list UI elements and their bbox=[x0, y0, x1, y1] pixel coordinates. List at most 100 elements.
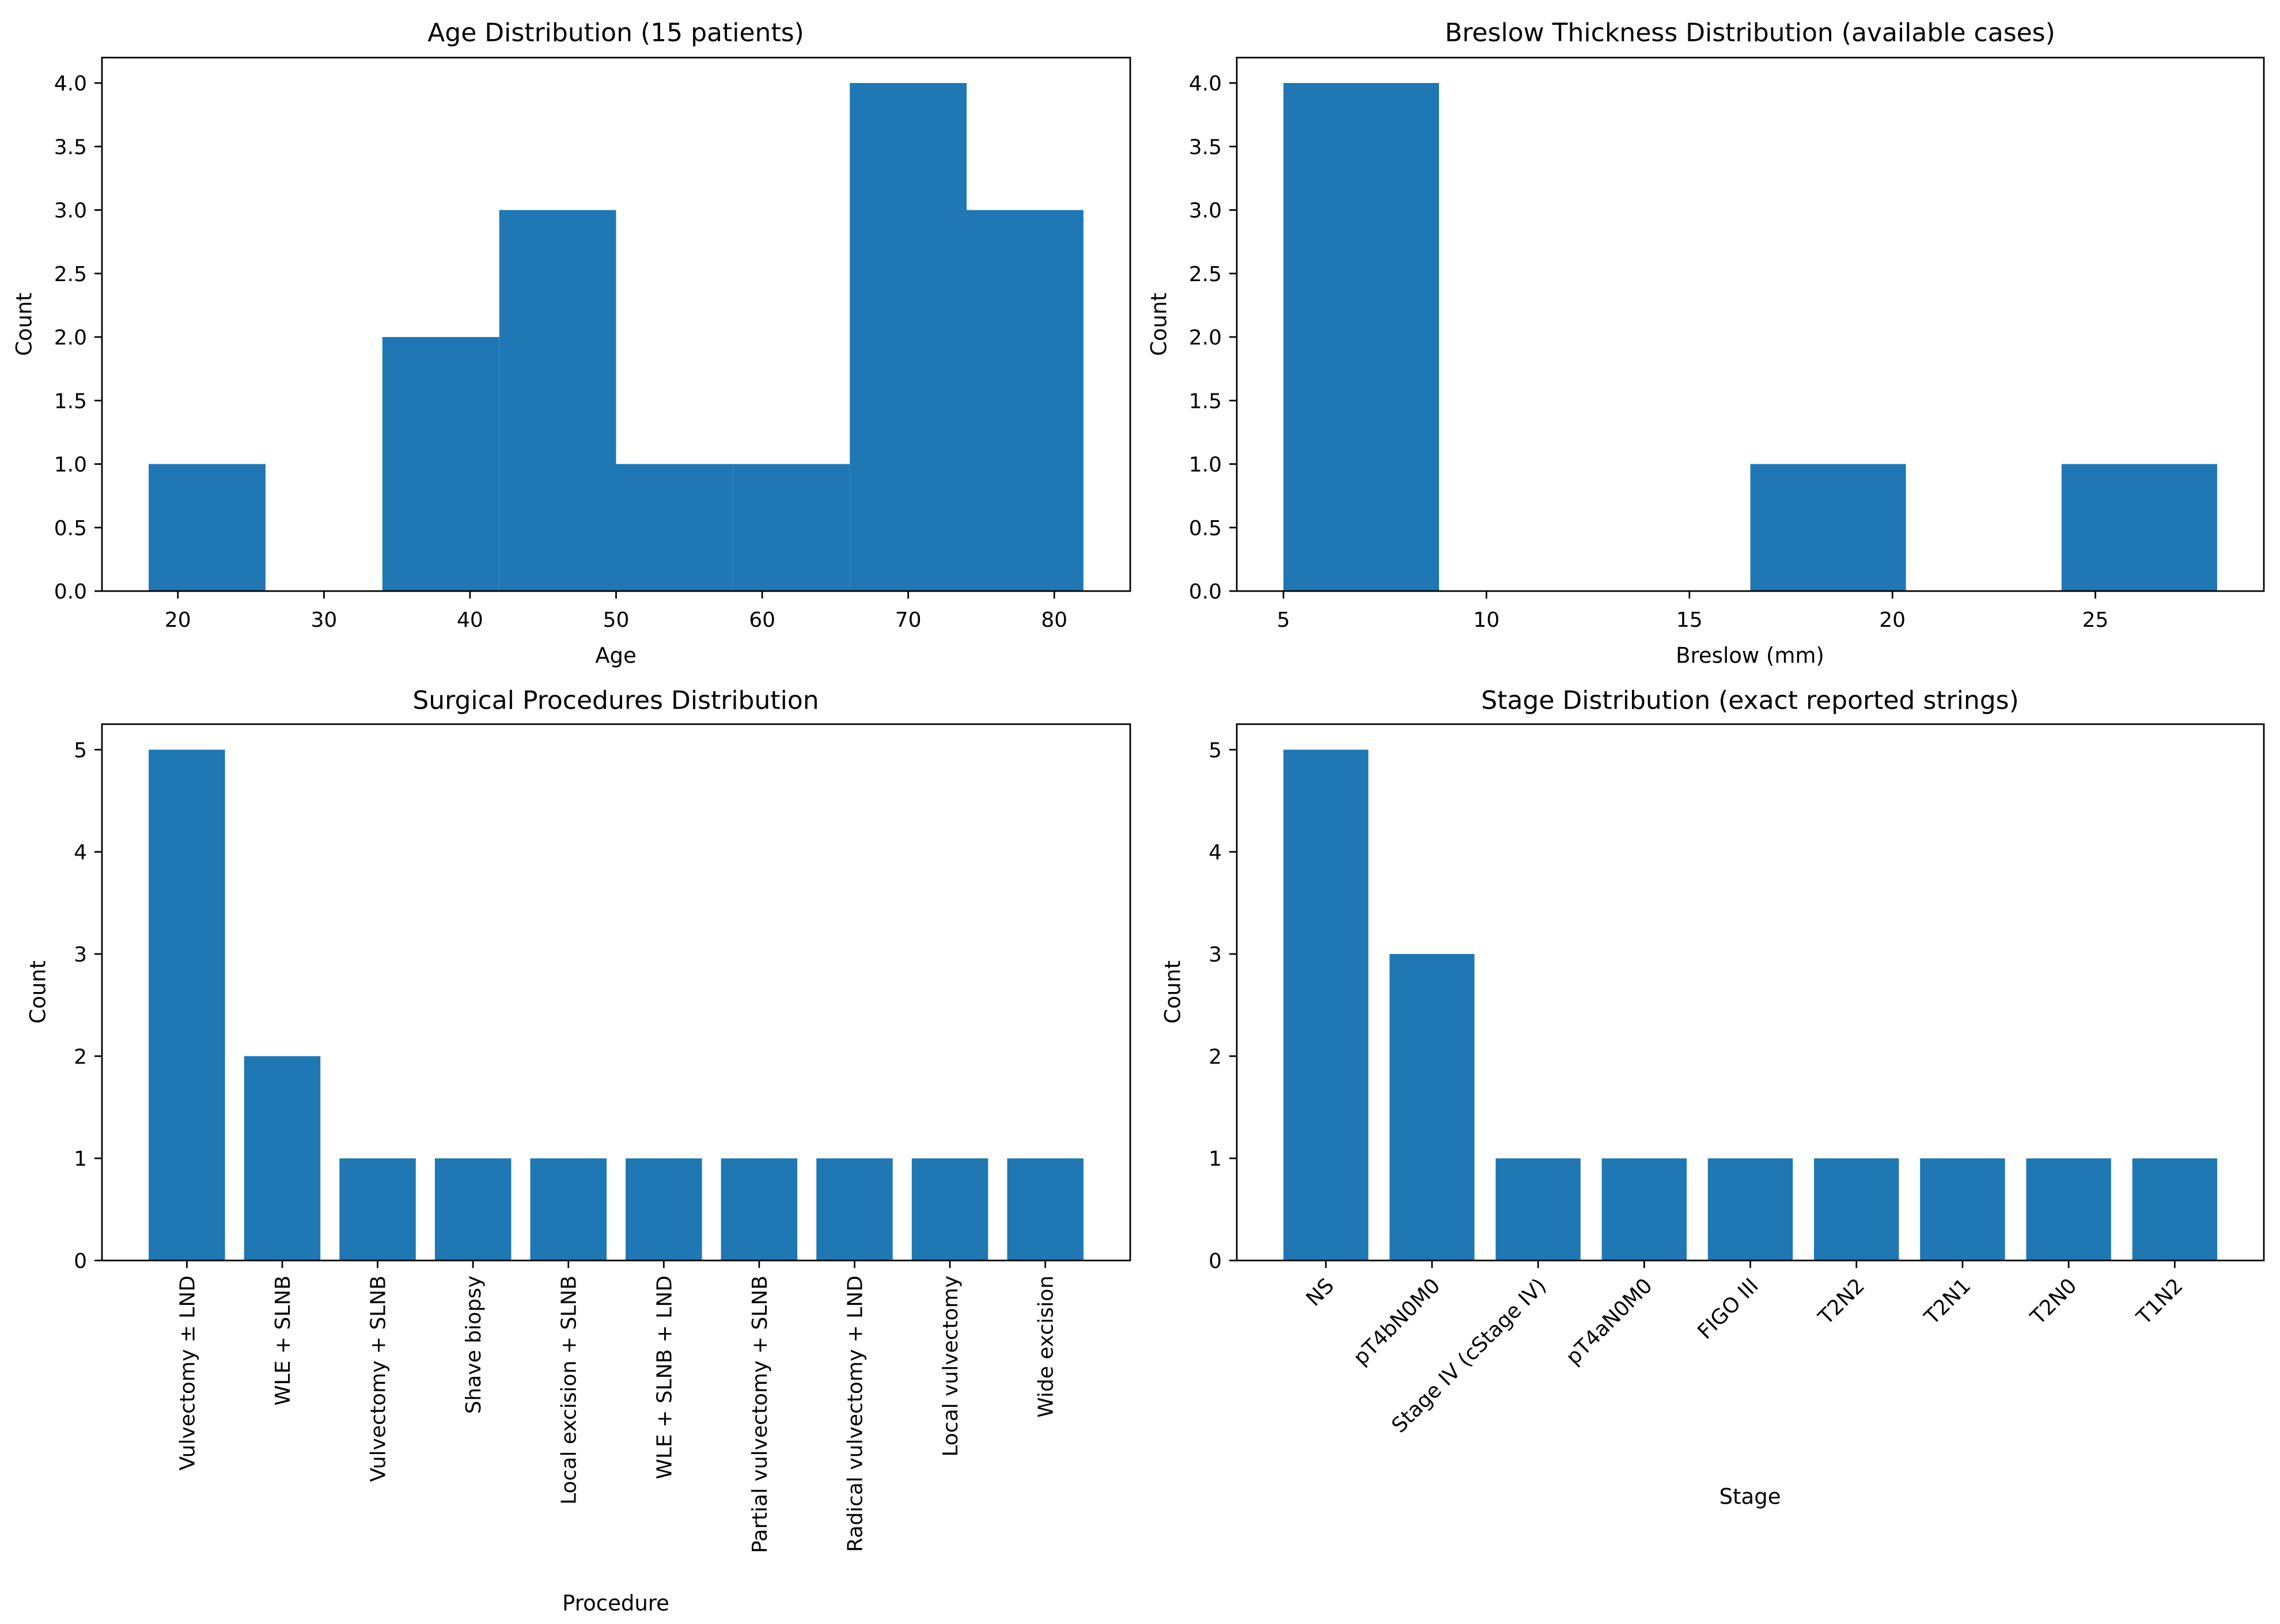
y-tick-label: 2 bbox=[74, 1045, 87, 1069]
x-tick-label: Local vulvectomy bbox=[939, 1275, 963, 1457]
x-tick-label: 20 bbox=[1879, 608, 1906, 632]
y-tick-label: 0.5 bbox=[54, 517, 87, 540]
y-tick-label: 2.0 bbox=[1189, 326, 1222, 350]
breslow-ylabel: Count bbox=[1146, 293, 1172, 356]
breslow-distribution-spines bbox=[1236, 56, 2265, 592]
y-tick-label: 1 bbox=[1209, 1148, 1222, 1171]
x-tick-label: 30 bbox=[310, 608, 337, 632]
procedures-chart-title: Surgical Procedures Distribution bbox=[412, 686, 819, 716]
x-tick-label: Wide excision bbox=[1035, 1275, 1058, 1418]
y-tick-label: 3.5 bbox=[54, 135, 87, 159]
stage-distribution-bar bbox=[1920, 1158, 2005, 1260]
y-tick-label: 0 bbox=[1209, 1250, 1222, 1273]
x-tick-label: 40 bbox=[457, 608, 483, 632]
y-tick-label: 2 bbox=[1209, 1045, 1222, 1069]
procedures-distribution-bar bbox=[149, 749, 225, 1260]
y-tick-label: 2.0 bbox=[54, 326, 87, 350]
y-tick-label: 4 bbox=[74, 841, 87, 865]
y-tick-label: 0.0 bbox=[54, 580, 87, 604]
age-distribution-bar bbox=[149, 464, 266, 591]
y-tick-label: 5 bbox=[74, 739, 87, 762]
procedures-distribution-bar bbox=[911, 1158, 988, 1260]
procedures-distribution-bar bbox=[1007, 1158, 1084, 1260]
stage-distribution-bar bbox=[1495, 1158, 1581, 1260]
stage-distribution-bar bbox=[1389, 954, 1475, 1260]
stage-distribution-bar bbox=[2026, 1158, 2111, 1260]
y-tick-label: 4 bbox=[1209, 841, 1222, 865]
age-distribution-bar bbox=[499, 210, 616, 592]
x-tick-label: 70 bbox=[895, 608, 922, 632]
procedures-distribution-bar bbox=[530, 1158, 607, 1260]
age-distribution-bar bbox=[967, 210, 1084, 592]
procedures-distribution-spines bbox=[101, 723, 1131, 1262]
stage-distribution-bar bbox=[1601, 1158, 1687, 1260]
age-distribution-bar bbox=[733, 464, 850, 591]
x-tick-label: Radical vulvectomy + LND bbox=[844, 1275, 868, 1552]
y-tick-label: 0 bbox=[74, 1250, 87, 1273]
y-tick-label: 0.5 bbox=[1189, 517, 1222, 540]
x-tick-label: WLE + SLNB + LND bbox=[653, 1275, 676, 1479]
x-tick-label: 15 bbox=[1676, 608, 1703, 632]
x-tick-label: 25 bbox=[2082, 608, 2109, 632]
procedures-bar-plot: 0 1 2 3 4 5 Vulvectomy ± LND WLE + SLNB Vulvecto… bbox=[74, 723, 1131, 1553]
y-tick-label: 1 bbox=[74, 1148, 87, 1171]
y-tick-label: 3.5 bbox=[1189, 135, 1222, 159]
procedures-distribution-bar bbox=[721, 1158, 798, 1260]
stage-chart-title: Stage Distribution (exact reported strin… bbox=[1481, 686, 2019, 716]
y-tick-label: 0.0 bbox=[1189, 580, 1222, 604]
breslow-xlabel: Breslow (mm) bbox=[1676, 643, 1824, 668]
age-ylabel: Count bbox=[12, 293, 37, 356]
x-tick-label: 80 bbox=[1041, 608, 1067, 632]
y-tick-label: 3 bbox=[74, 943, 87, 967]
stage-distribution-bar bbox=[2132, 1158, 2217, 1260]
age-xlabel: Age bbox=[595, 643, 637, 668]
x-tick-label: WLE + SLNB bbox=[271, 1275, 295, 1406]
procedures-distribution-bar bbox=[816, 1158, 893, 1260]
y-tick-label: 4.0 bbox=[54, 72, 87, 96]
stage-distribution-bar bbox=[1707, 1158, 1793, 1260]
stage-distribution-bar bbox=[1283, 749, 1369, 1260]
age-distribution-bar bbox=[382, 337, 499, 591]
stage-ylabel: Count bbox=[1160, 960, 1186, 1024]
x-tick-label: Partial vulvectomy + SLNB bbox=[748, 1275, 772, 1553]
procedures-ylabel: Count bbox=[25, 960, 51, 1024]
x-tick-label: pT4aN0M0 bbox=[1562, 1274, 1657, 1369]
stage-xlabel: Stage bbox=[1719, 1484, 1781, 1509]
y-tick-label: 4.0 bbox=[1189, 72, 1222, 96]
y-tick-label: 1.5 bbox=[54, 389, 87, 413]
x-tick-label: T2N2 bbox=[1813, 1274, 1869, 1330]
age-histogram-plot: 0.0 0.5 1.0 1.5 2.0 2.5 3.0 3.5 4.0 20 30 40 50 60 70 8… bbox=[54, 56, 1131, 632]
y-tick-label: 5 bbox=[1209, 739, 1222, 762]
x-tick-label: Vulvectomy + SLNB bbox=[367, 1275, 391, 1482]
age-distribution-bar bbox=[850, 83, 967, 592]
y-tick-label: 2.5 bbox=[1189, 263, 1222, 286]
breslow-distribution-bar bbox=[1750, 464, 1906, 591]
x-tick-label: 50 bbox=[603, 608, 630, 632]
x-tick-label: FIGO III bbox=[1693, 1274, 1763, 1344]
procedures-distribution-bar bbox=[626, 1158, 702, 1260]
y-tick-label: 1.0 bbox=[54, 453, 87, 477]
x-tick-label: 5 bbox=[1277, 608, 1290, 632]
stage-distribution-bar bbox=[1814, 1158, 1899, 1260]
age-distribution-bar bbox=[616, 464, 733, 591]
procedures-xlabel: Procedure bbox=[562, 1591, 669, 1616]
breslow-distribution-bar bbox=[2061, 464, 2217, 591]
x-tick-label: pT4bN0M0 bbox=[1349, 1274, 1445, 1369]
x-tick-label: T1N2 bbox=[2132, 1274, 2188, 1330]
procedures-distribution-bar bbox=[339, 1158, 416, 1260]
procedures-distribution-bar bbox=[434, 1158, 512, 1260]
x-tick-label: 20 bbox=[165, 608, 191, 632]
breslow-chart-title: Breslow Thickness Distribution (availabl… bbox=[1445, 18, 2055, 48]
y-tick-label: 1.5 bbox=[1189, 389, 1222, 413]
x-tick-label: Vulvectomy ± LND bbox=[176, 1275, 199, 1471]
x-tick-label: T2N1 bbox=[1920, 1274, 1976, 1330]
breslow-distribution-bar bbox=[1283, 83, 1440, 592]
x-tick-label: 10 bbox=[1473, 608, 1499, 632]
x-tick-label: Local excision + SLNB bbox=[558, 1275, 581, 1505]
y-tick-label: 3.0 bbox=[54, 199, 87, 223]
age-chart-title: Age Distribution (15 patients) bbox=[427, 18, 804, 48]
y-tick-label: 2.5 bbox=[54, 263, 87, 286]
x-tick-label: T2N0 bbox=[2026, 1274, 2082, 1330]
